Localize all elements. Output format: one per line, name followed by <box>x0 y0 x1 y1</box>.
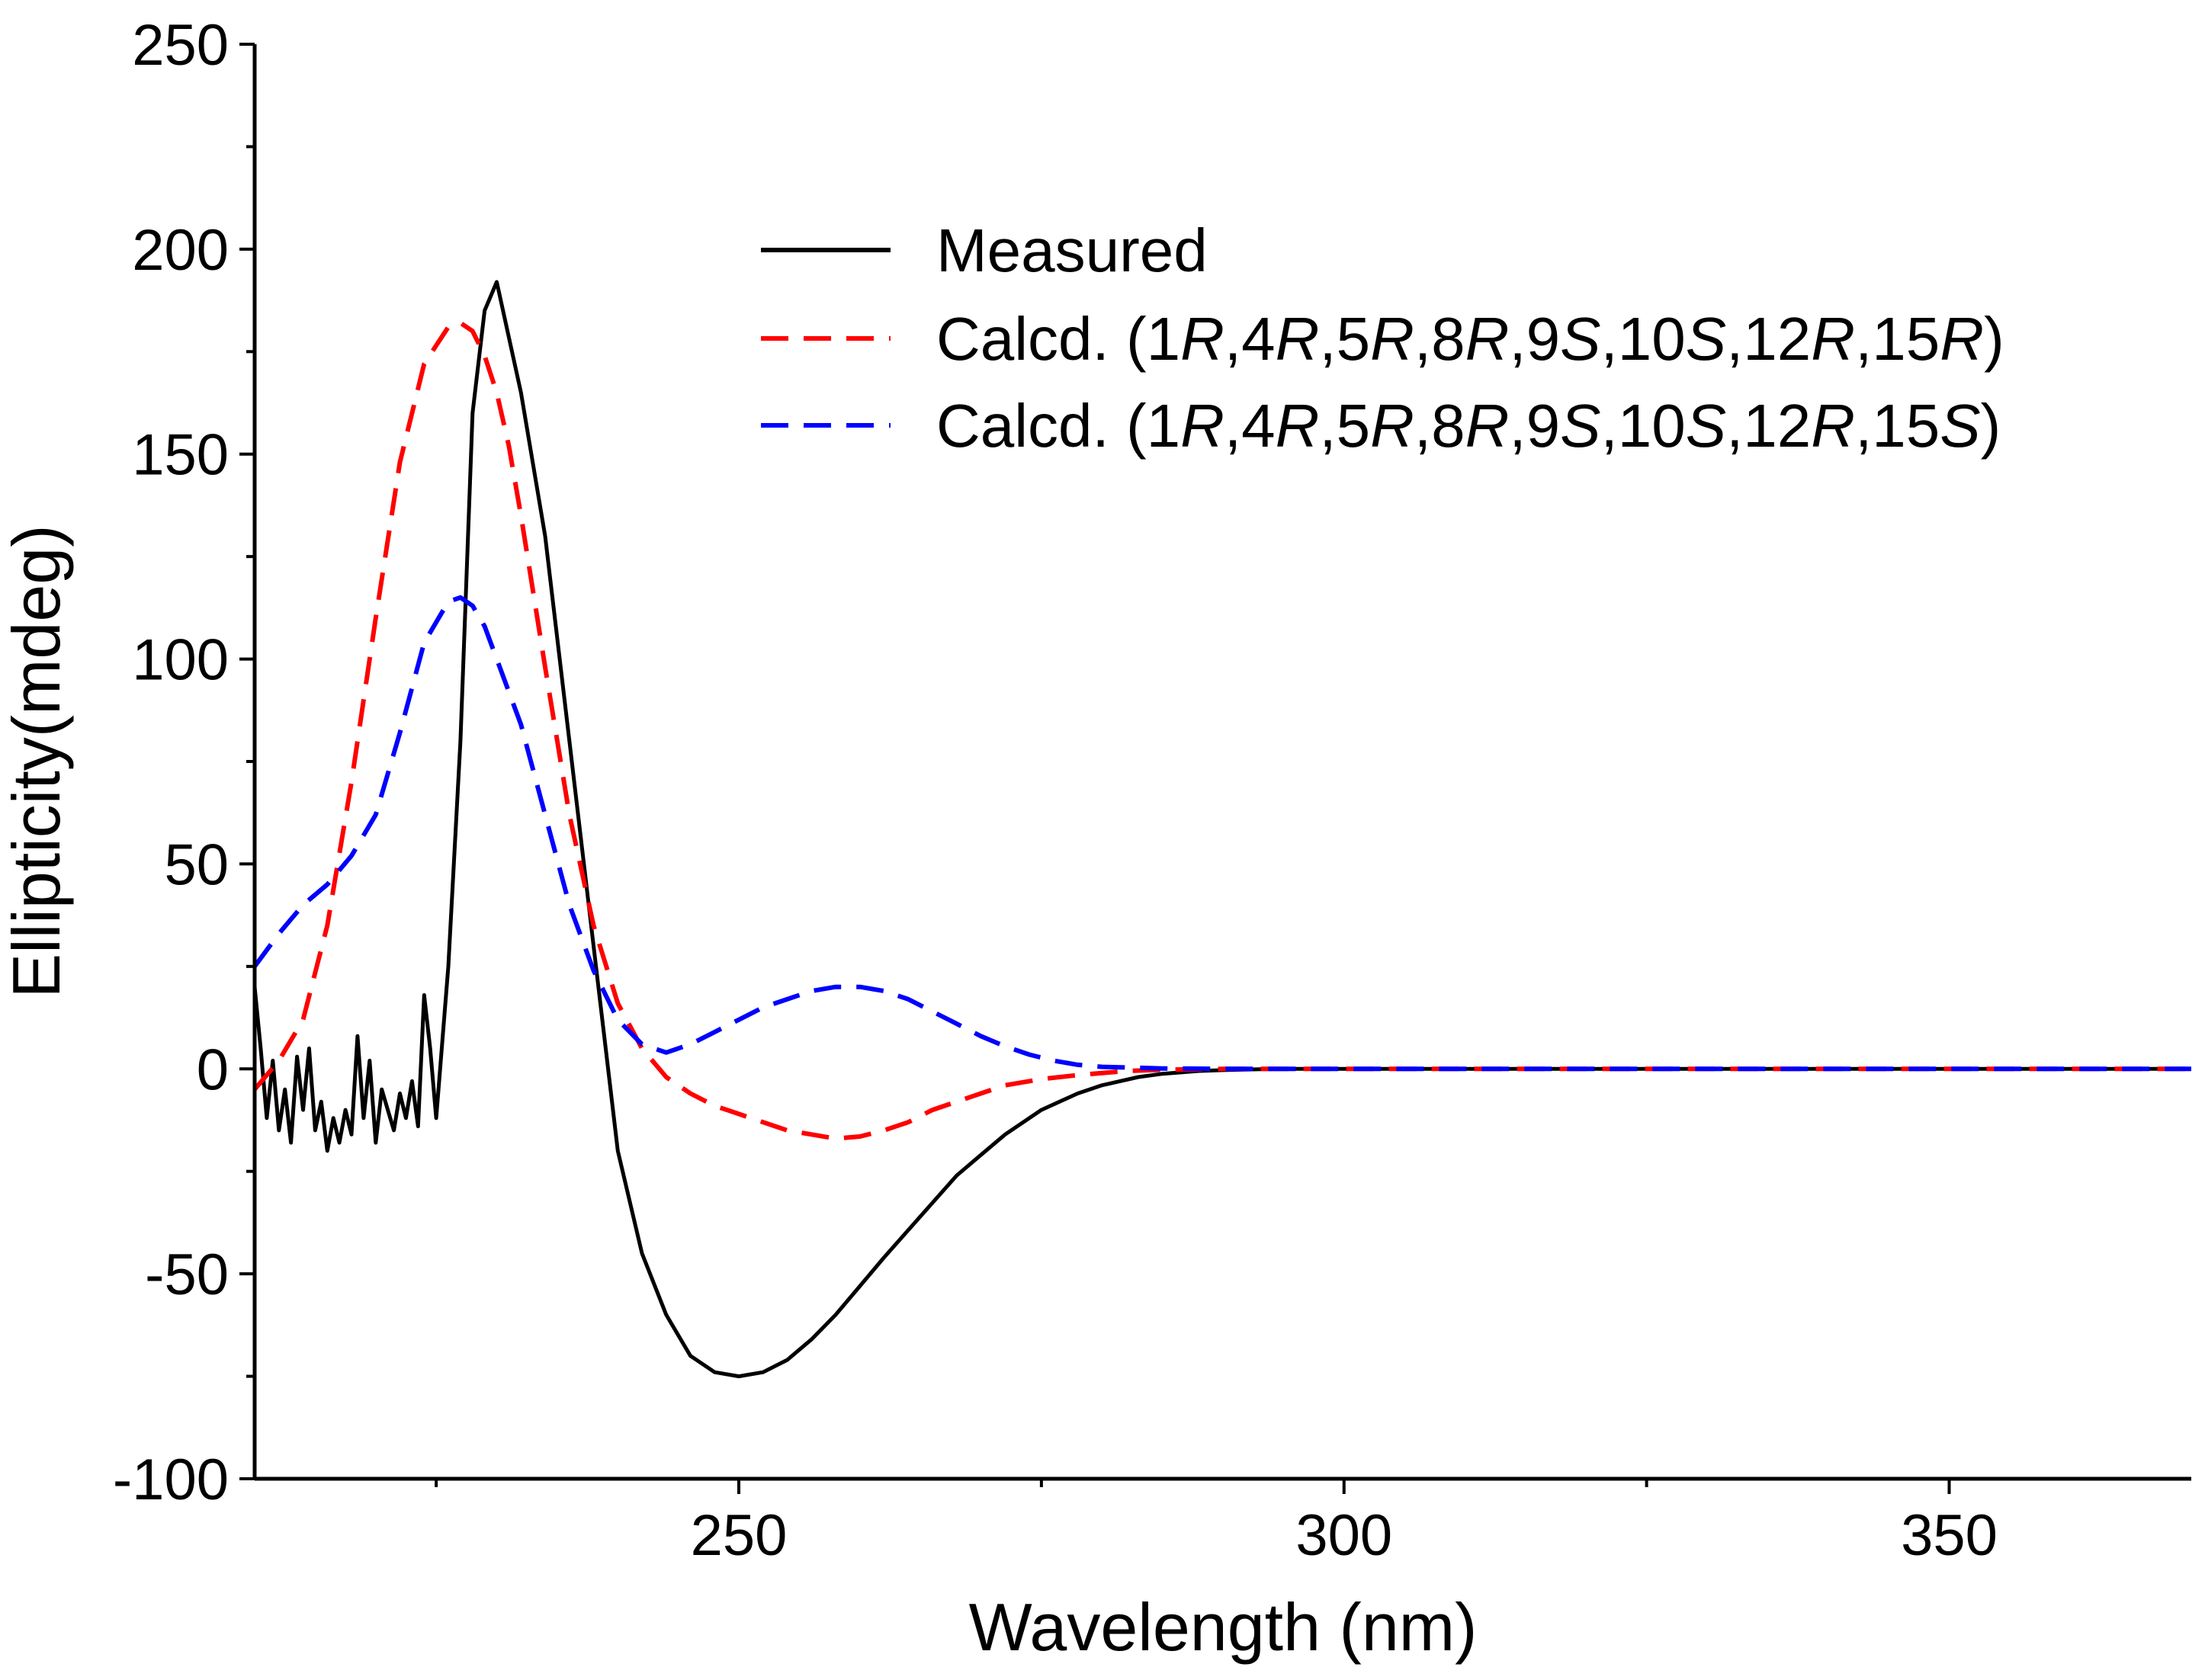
y-tick-label: 200 <box>132 218 229 283</box>
legend: Measured Calcd. (1R,4R,5R,8R,9S,10S,12R,1… <box>761 216 2004 460</box>
y-tick-label: 50 <box>164 832 229 897</box>
legend-label-2: Calcd. (1R,4R,5R,8R,9S,10S,12R,15S) <box>936 392 2001 460</box>
x-tick-label: 250 <box>691 1503 788 1568</box>
y-tick-label: -50 <box>145 1242 229 1307</box>
series-line-1 <box>255 320 2191 1141</box>
legend-label-1: Calcd. (1R,4R,5R,8R,9S,10S,12R,15R) <box>936 305 2004 373</box>
y-tick-label: 250 <box>132 13 229 78</box>
y-tick-label: -100 <box>113 1448 229 1512</box>
legend-label-0: Measured <box>936 216 1208 284</box>
y-tick-label: 100 <box>132 628 229 693</box>
series-line-2 <box>255 595 2191 1072</box>
y-axis-title: Ellipticity(mdeg) <box>0 524 74 998</box>
series-layer <box>255 280 2191 1379</box>
axes-layer: -100 -50 0 50 100 150 200 250 250 300 350 <box>113 13 2191 1568</box>
x-axis-title: Wavelength (nm) <box>969 1589 1478 1665</box>
x-tick-label: 350 <box>1901 1503 1998 1568</box>
y-tick-label: 150 <box>132 423 229 488</box>
y-tick-label: 0 <box>197 1037 229 1102</box>
series-line-0 <box>255 280 2191 1379</box>
x-tick-label: 300 <box>1295 1503 1392 1568</box>
